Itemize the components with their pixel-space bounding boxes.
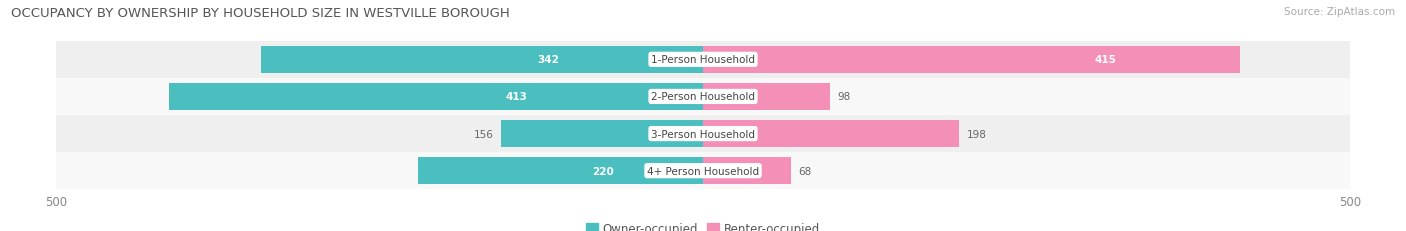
Bar (703, 158, 792, 184)
Text: 2-Person Household: 2-Person Household (651, 92, 755, 102)
Bar (56, 79, 1350, 116)
Bar (703, 84, 830, 110)
Text: 68: 68 (799, 166, 813, 176)
Legend: Owner-occupied, Renter-occupied: Owner-occupied, Renter-occupied (581, 217, 825, 231)
Text: 3-Person Household: 3-Person Household (651, 129, 755, 139)
Bar (501, 121, 703, 147)
Bar (56, 152, 1350, 189)
Text: 342: 342 (537, 55, 560, 65)
Bar (56, 42, 1350, 79)
Text: Source: ZipAtlas.com: Source: ZipAtlas.com (1284, 7, 1395, 17)
Text: 98: 98 (838, 92, 851, 102)
Text: 198: 198 (967, 129, 987, 139)
Text: OCCUPANCY BY OWNERSHIP BY HOUSEHOLD SIZE IN WESTVILLE BOROUGH: OCCUPANCY BY OWNERSHIP BY HOUSEHOLD SIZE… (11, 7, 510, 20)
Bar (56, 116, 1350, 152)
Bar (419, 158, 703, 184)
Bar (169, 84, 703, 110)
Bar (703, 121, 959, 147)
Text: 220: 220 (592, 166, 614, 176)
Bar (260, 47, 703, 73)
Text: 1-Person Household: 1-Person Household (651, 55, 755, 65)
Text: 413: 413 (505, 92, 527, 102)
Text: 156: 156 (474, 129, 494, 139)
Text: 415: 415 (1095, 55, 1116, 65)
Text: 4+ Person Household: 4+ Person Household (647, 166, 759, 176)
Bar (703, 47, 1240, 73)
